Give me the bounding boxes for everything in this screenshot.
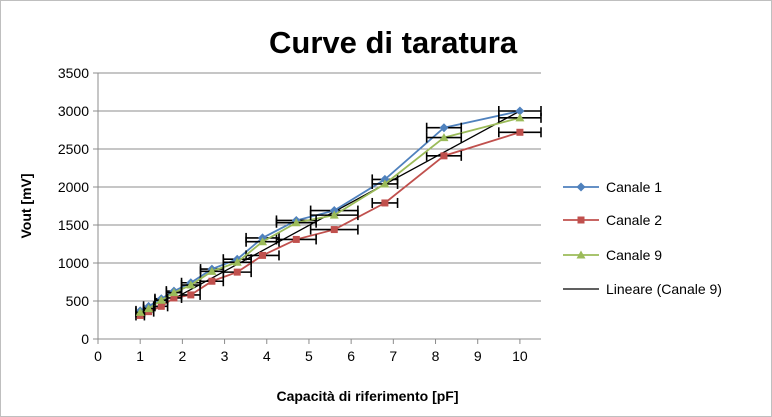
data-point (439, 123, 449, 133)
data-point (330, 226, 338, 234)
data-point (232, 257, 242, 266)
y-tick-label: 500 (66, 293, 90, 309)
data-point (135, 307, 145, 316)
data-point (169, 288, 179, 297)
x-tick-label: 0 (94, 348, 102, 364)
data-point (380, 179, 390, 188)
data-point (170, 294, 178, 302)
x-tick-label: 3 (221, 348, 229, 364)
y-tick-label: 3500 (58, 65, 89, 81)
x-tick-label: 8 (432, 348, 440, 364)
legend-marker-1 (576, 182, 586, 192)
data-point (208, 277, 216, 285)
x-tick-label: 10 (512, 348, 528, 364)
data-point (258, 237, 268, 246)
y-tick-label: 3000 (58, 103, 89, 119)
legend-label-1: Canale 1 (606, 179, 662, 195)
data-point (259, 251, 267, 259)
data-point (144, 304, 154, 313)
legend-marker-2 (577, 216, 585, 224)
series-line-2 (139, 131, 521, 317)
data-point (516, 128, 524, 136)
data-point (515, 106, 525, 116)
data-point (329, 210, 339, 219)
x-tick-label: 4 (263, 348, 271, 364)
legend-label-2: Canale 2 (606, 212, 662, 228)
data-point (439, 133, 449, 142)
legend-label-3: Canale 9 (606, 247, 662, 263)
data-point (157, 302, 165, 310)
data-point (233, 268, 241, 276)
chart-title: Curve di taratura (269, 25, 518, 60)
data-point (291, 218, 301, 227)
x-tick-label: 5 (305, 348, 313, 364)
legend-label-trend: Lineare (Canale 9) (606, 281, 722, 297)
y-tick-label: 1000 (58, 255, 89, 271)
legend-marker-3 (576, 250, 586, 259)
data-point (187, 291, 195, 299)
y-tick-label: 2500 (58, 141, 89, 157)
x-tick-label: 9 (474, 348, 482, 364)
data-point (186, 280, 196, 289)
y-axis-label: Vout [mV] (18, 173, 34, 238)
data-point (515, 113, 525, 122)
y-tick-label: 2000 (58, 179, 89, 195)
data-point (207, 266, 217, 275)
x-tick-label: 2 (178, 348, 186, 364)
y-tick-label: 1500 (58, 217, 89, 233)
x-axis-label: Capacità di riferimento [pF] (276, 388, 458, 404)
x-tick-label: 7 (389, 348, 397, 364)
x-tick-label: 1 (136, 348, 144, 364)
x-tick-label: 6 (347, 348, 355, 364)
trendline (139, 110, 521, 318)
data-point (156, 295, 166, 304)
data-point (440, 152, 448, 160)
y-tick-label: 0 (81, 331, 89, 347)
data-point (292, 235, 300, 243)
data-point (381, 199, 389, 207)
